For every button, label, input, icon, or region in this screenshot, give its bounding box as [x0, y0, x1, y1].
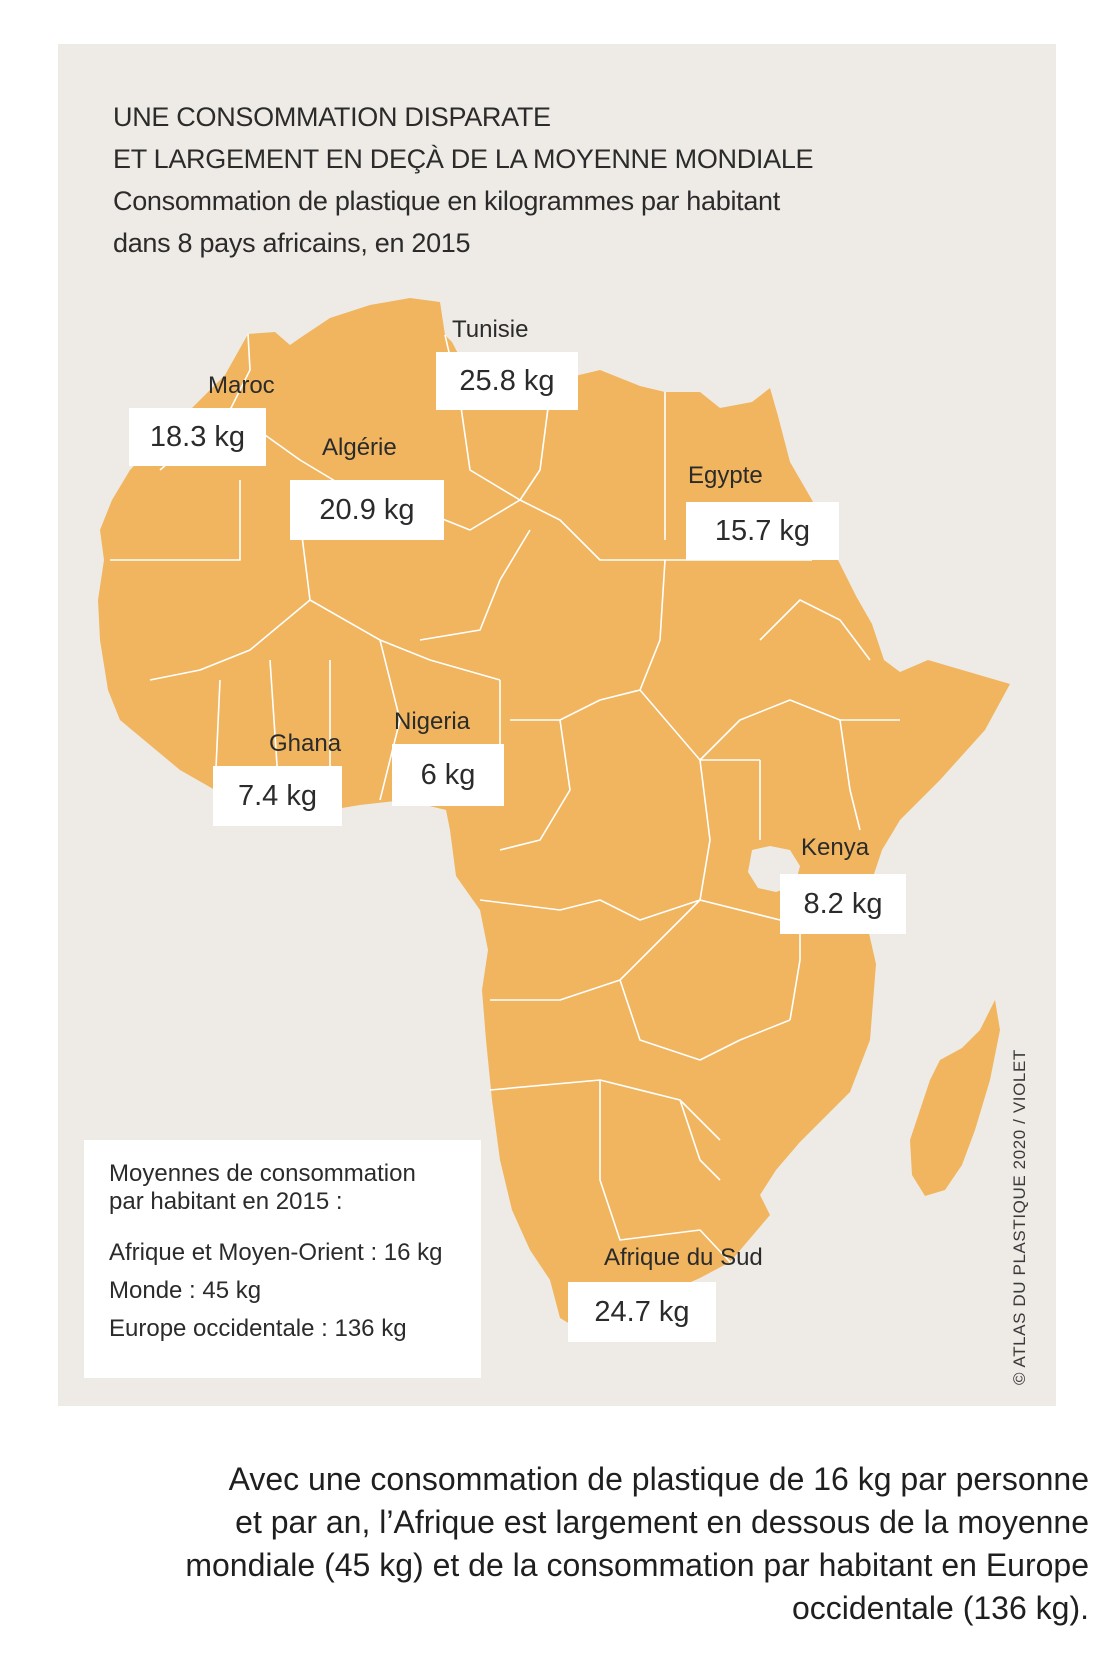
- nigeria-name: Nigeria: [394, 708, 471, 735]
- subtitle-line-1: Consommation de plastique en kilogrammes…: [113, 186, 780, 216]
- egypte-name: Egypte: [688, 462, 763, 489]
- algerie-name: Algérie: [322, 434, 397, 461]
- caption-line-1: Avec une consommation de plastique de 16…: [228, 1461, 1089, 1497]
- madagascar: [910, 1000, 1000, 1196]
- caption-line-4: occidentale (136 kg).: [791, 1590, 1089, 1626]
- maroc-value: 18.3 kg: [129, 408, 266, 466]
- ghana-name: Ghana: [269, 730, 342, 757]
- egypte-value: 15.7 kg: [686, 502, 839, 560]
- afrique-du-sud-name: Afrique du Sud: [604, 1244, 763, 1271]
- tunisie-value: 25.8 kg: [436, 352, 578, 410]
- subtitle-line-2: dans 8 pays africains, en 2015: [113, 228, 471, 258]
- ghana-value: 7.4 kg: [213, 766, 342, 826]
- algerie-value: 20.9 kg: [290, 480, 444, 540]
- legend-title-2: par habitant en 2015 :: [109, 1188, 343, 1215]
- title-line-2: ET LARGEMENT EN DEÇÀ DE LA MOYENNE MONDI…: [113, 144, 814, 174]
- legend-item-western-europe: Europe occidentale : 136 kg: [109, 1315, 407, 1342]
- caption-line-2: et par an, l’Afrique est largement en de…: [235, 1504, 1089, 1540]
- legend-item-world: Monde : 45 kg: [109, 1277, 262, 1304]
- afrique-du-sud-value: 24.7 kg: [568, 1282, 716, 1342]
- legend-title-1: Moyennes de consommation: [109, 1160, 416, 1187]
- title-line-1: UNE CONSOMMATION DISPARATE: [113, 102, 551, 132]
- caption-line-3: mondiale (45 kg) et de la consommation p…: [185, 1547, 1089, 1583]
- maroc-name: Maroc: [208, 372, 275, 399]
- kenya-value: 8.2 kg: [780, 874, 906, 934]
- tunisie-name: Tunisie: [452, 316, 529, 343]
- legend-item-africa: Afrique et Moyen-Orient : 16 kg: [109, 1239, 443, 1266]
- nigeria-value: 6 kg: [392, 744, 504, 806]
- copyright-credit: © ATLAS DU PLASTIQUE 2020 / VIOLET: [1010, 1049, 1029, 1385]
- map-heading: UNE CONSOMMATION DISPARATE ET LARGEMENT …: [113, 96, 1013, 264]
- figure-caption: Avec une consommation de plastique de 16…: [49, 1458, 1089, 1630]
- averages-legend: Moyennes de consommation par habitant en…: [84, 1140, 481, 1378]
- kenya-name: Kenya: [801, 834, 870, 861]
